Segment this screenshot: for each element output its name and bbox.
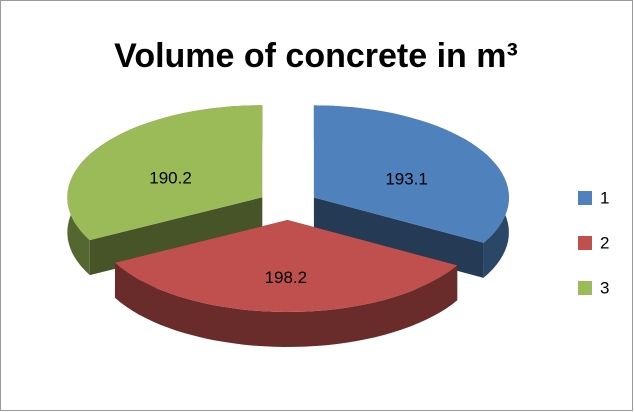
slice: 190.2 xyxy=(67,105,263,276)
data-label: 190.2 xyxy=(149,169,192,188)
chart-title: Volume of concrete in m³ xyxy=(114,37,518,75)
legend-label: 1 xyxy=(600,188,609,207)
slice xyxy=(313,105,509,243)
slice-side xyxy=(115,262,458,347)
slice xyxy=(115,219,458,312)
legend-swatch xyxy=(578,236,592,250)
legend-label: 2 xyxy=(600,233,609,252)
legend-label: 3 xyxy=(600,278,609,297)
slice: 193.1 xyxy=(313,105,509,278)
data-label: 198.2 xyxy=(265,268,308,287)
slice-side xyxy=(313,197,484,278)
slice-side xyxy=(89,197,263,276)
slice: 198.2 xyxy=(114,219,458,347)
data-label: 193.1 xyxy=(385,169,428,188)
pie: 190.2 193.1 198.2 xyxy=(67,105,509,347)
slice xyxy=(67,105,263,241)
legend: 1 2 3 xyxy=(578,188,609,297)
legend-swatch xyxy=(578,191,592,205)
legend-swatch xyxy=(578,281,592,295)
